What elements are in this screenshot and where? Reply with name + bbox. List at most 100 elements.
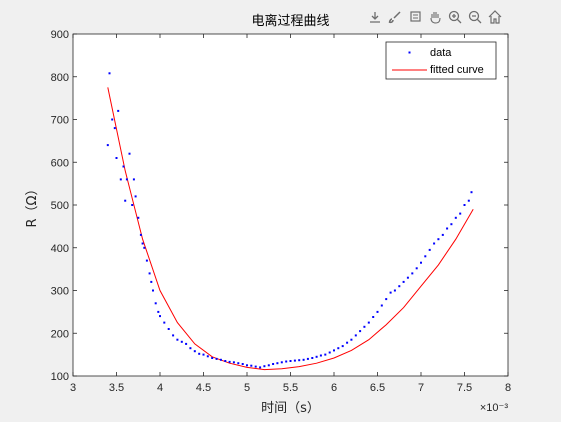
data-point [406,276,409,279]
x-axis-label: 时间（s） [261,401,320,416]
data-point [315,355,318,358]
data-point [302,358,305,361]
data-point [215,357,218,360]
zoom-in-icon[interactable] [446,8,464,26]
fitted-curve-line [107,87,474,371]
data-point [113,127,116,130]
data-point [125,178,128,181]
home-icon[interactable] [486,8,504,26]
x-tick-label: 6 [331,382,337,394]
data-point [119,178,122,181]
data-point [106,144,109,147]
legend-fit-label: fitted curve [430,64,484,76]
data-point [424,255,427,258]
y-tick-label: 300 [51,286,69,298]
data-point [324,353,327,356]
data-point [420,261,422,264]
zoom-out-icon[interactable] [466,8,484,26]
data-point [441,233,444,236]
plot-area [73,34,508,376]
data-point [159,315,161,318]
data-point [263,365,266,368]
data-point [131,204,134,206]
x-tick-label: 8 [505,382,511,394]
data-point [411,272,414,275]
data-point [276,362,279,365]
legend-box [385,41,497,80]
y-tick-label: 200 [51,328,69,340]
data-point [293,359,296,362]
y-tick-label: 900 [51,29,69,41]
y-tick-label: 100 [51,371,69,383]
data-point [163,321,166,324]
data-point [122,165,125,168]
data-point [346,341,349,344]
data-point [454,216,457,219]
data-point [219,358,222,361]
data-point [228,360,231,363]
export-icon[interactable] [366,8,384,26]
data-point [306,357,309,360]
data-point [180,340,183,343]
data-point [267,364,270,367]
data-point [250,364,253,367]
data-point [143,246,146,249]
data-point [437,238,440,241]
data-point [341,345,344,348]
data-point [193,350,196,353]
y-tick-label: 500 [51,200,69,212]
data-point [319,354,322,357]
axes-toolbar [366,8,504,26]
data-point [337,347,340,350]
data-point [115,157,118,159]
data-point [157,310,160,313]
x-tick-label: 3 [70,382,76,394]
data-point [446,227,449,230]
brush-icon[interactable] [386,8,404,26]
x-tick-label: 5 [244,382,250,394]
data-point [376,310,379,313]
data-point [402,280,405,283]
data-point [459,212,462,215]
y-tick-label: 600 [51,157,69,169]
chart-title: 电离过程曲线 [251,13,329,29]
y-axis-label: R（Ω） [25,183,40,228]
data-point [372,316,375,318]
data-point [363,325,366,328]
data-point [145,259,148,262]
data-point [137,216,140,219]
x-tick-label: 3.5 [109,382,124,394]
data-point [176,338,179,341]
pan-icon[interactable] [426,8,444,26]
data-point [152,289,154,292]
y-tick-label: 400 [51,243,69,255]
data-point [150,280,153,283]
data-point [148,272,151,275]
data-point [139,233,142,236]
data-point [333,349,335,352]
legend: data fitted curve [385,41,497,80]
data-point [202,353,205,356]
data-point [117,109,120,112]
x-exponent-label: ×10⁻³ [480,402,508,414]
data-point [389,291,392,294]
data-point [154,302,157,305]
data-point [393,289,396,292]
data-point [289,360,292,362]
data-point [111,118,114,121]
data-point [189,347,192,350]
x-tick-label: 4 [157,382,163,394]
y-tick-label: 700 [51,115,69,127]
data-point [254,365,257,368]
data-point [167,328,170,330]
data-tips-icon[interactable] [406,8,424,26]
data-point [385,298,388,301]
data-point [237,362,240,365]
data-point [241,363,244,365]
y-tick-label: 800 [51,72,69,84]
data-point [415,267,418,270]
data-point [206,355,209,358]
data-point [198,352,201,355]
data-point [359,330,362,333]
